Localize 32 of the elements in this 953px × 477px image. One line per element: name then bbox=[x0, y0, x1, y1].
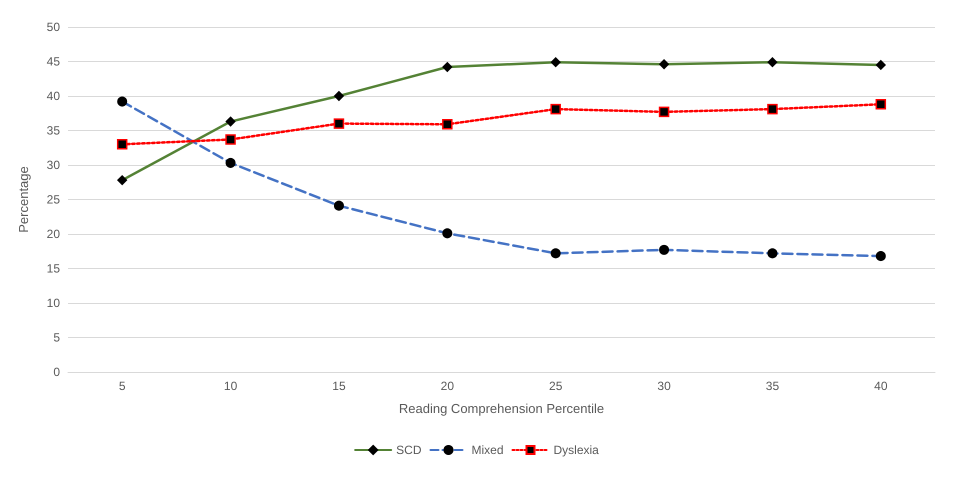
legend-label: Dyslexia bbox=[554, 443, 600, 457]
y-tick-label: 50 bbox=[46, 20, 60, 34]
y-tick-label: 20 bbox=[46, 227, 60, 241]
legend-label: SCD bbox=[396, 443, 422, 457]
x-tick-label: 15 bbox=[332, 379, 346, 393]
x-tick-label: 30 bbox=[657, 379, 672, 393]
point bbox=[550, 104, 561, 114]
y-tick-label: 45 bbox=[46, 54, 60, 68]
point bbox=[225, 134, 236, 145]
point bbox=[334, 118, 344, 129]
y-tick-label: 0 bbox=[53, 365, 60, 379]
x-tick-label: 40 bbox=[874, 379, 888, 393]
y-tick-label: 15 bbox=[46, 262, 60, 276]
x-tick-label: 10 bbox=[224, 379, 238, 393]
x-tick-label: 35 bbox=[766, 379, 780, 393]
point bbox=[658, 106, 670, 118]
x-axis-title: Reading Comprehension Percentile bbox=[398, 401, 604, 416]
y-tick-label: 35 bbox=[46, 124, 60, 138]
y-tick-label: 5 bbox=[53, 330, 60, 344]
y-tick-label: 30 bbox=[46, 158, 60, 172]
point bbox=[767, 104, 778, 114]
point bbox=[876, 99, 886, 110]
y-tick-label: 25 bbox=[46, 192, 60, 206]
y-axis-title: Percentage bbox=[16, 166, 31, 233]
legend-label: Mixed bbox=[471, 443, 504, 457]
point bbox=[442, 119, 453, 130]
x-tick-label: 5 bbox=[118, 379, 126, 393]
y-tick-label: 10 bbox=[46, 296, 60, 310]
x-tick-label: 20 bbox=[440, 379, 454, 393]
y-tick-label: 40 bbox=[46, 89, 60, 103]
point bbox=[116, 139, 128, 150]
x-tick-label: 25 bbox=[549, 379, 563, 393]
